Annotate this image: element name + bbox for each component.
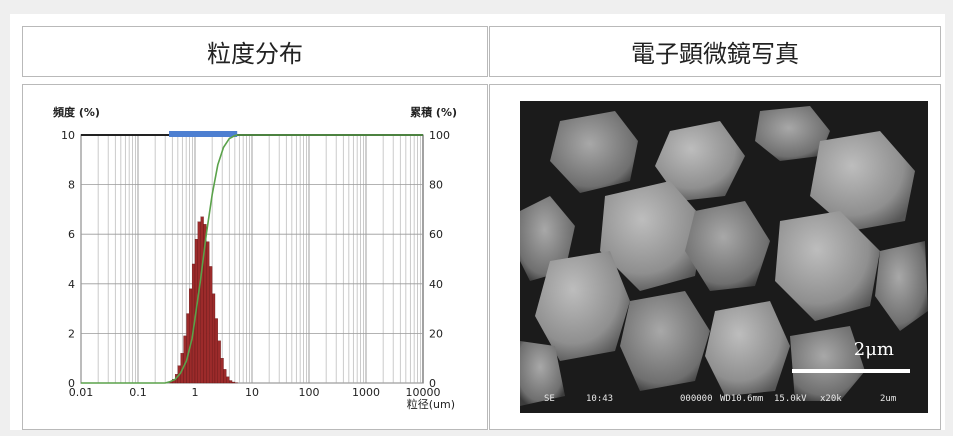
sem-photo: 2μm SE 10:43 000000 WD10.6mm 15.0kV x20k…: [520, 101, 928, 413]
y-left-tick-label: 4: [68, 278, 75, 291]
histogram-bar: [229, 380, 233, 384]
histogram-bar: [231, 381, 236, 384]
histogram-bar: [223, 369, 227, 384]
right-panel-header: 電子顕微鏡写真: [489, 26, 941, 77]
sem-info-bar: SE 10:43 000000 WD10.6mm 15.0kV x20k 2um: [520, 385, 928, 413]
histogram-bar: [189, 288, 193, 384]
sem-mode: SE: [544, 394, 555, 404]
y-left-axis-label: 頻度 (%): [53, 105, 100, 119]
scale-label: 2μm: [853, 339, 894, 360]
y-left-tick-label: 8: [68, 179, 75, 192]
x-axis-label: 粒径(um): [407, 397, 455, 411]
y-right-axis-label: 累積 (%): [410, 105, 457, 119]
y-right-tick-label: 80: [429, 179, 443, 192]
sem-photo-panel: 2μm SE 10:43 000000 WD10.6mm 15.0kV x20k…: [489, 84, 941, 430]
x-tick-label: 10000: [406, 386, 441, 399]
sem-scale: 2um: [880, 394, 897, 404]
sem-wd: WD10.6mm: [720, 394, 764, 404]
y-right-tick-label: 40: [429, 278, 443, 291]
page-frame: 粒度分布 電子顕微鏡写真 0.01 0.1 1 10 100 1000 10000 0 2 4 6 8…: [10, 14, 945, 430]
scale-bar: [792, 369, 910, 373]
histogram-bar: [183, 335, 187, 384]
size-range-bar: [169, 131, 238, 137]
x-tick-label: 0.1: [129, 386, 147, 399]
histogram-bar: [206, 241, 210, 384]
y-right-tick-label: 0: [429, 377, 436, 390]
particle-size-chart-panel: 0.01 0.1 1 10 100 1000 10000 0 2 4 6 8 10 0 20 40 60 80 10…: [22, 84, 488, 430]
sem-time: 10:43: [586, 394, 614, 404]
right-panel-title: 電子顕微鏡写真: [631, 40, 799, 68]
x-tick-label: 1: [192, 386, 199, 399]
sem-kv: 15.0kV: [774, 394, 807, 404]
histogram-bar: [200, 216, 204, 384]
y-right-tick-label: 60: [429, 228, 443, 241]
sem-image: [520, 106, 928, 406]
x-tick-label: 0.01: [69, 386, 94, 399]
histogram-bar: [226, 376, 230, 384]
sem-id: 000000: [680, 394, 713, 404]
histogram-bar: [212, 293, 216, 384]
x-tick-label: 10: [245, 386, 259, 399]
y-right-tick-label: 20: [429, 327, 443, 340]
y-left-tick-label: 2: [68, 327, 75, 340]
left-panel-header: 粒度分布: [22, 26, 488, 77]
y-left-tick-label: 0: [68, 377, 75, 390]
left-panel-title: 粒度分布: [207, 40, 303, 68]
particle-size-chart: 0.01 0.1 1 10 100 1000 10000024681002040608010…: [53, 105, 457, 411]
x-tick-label: 1000: [352, 386, 380, 399]
sem-particles: [520, 106, 928, 406]
histogram-bar: [197, 221, 201, 384]
histogram-bar: [217, 340, 221, 384]
histogram-bar: [209, 266, 213, 384]
histogram-bar: [214, 318, 218, 384]
y-left-tick-label: 10: [61, 129, 75, 142]
y-left-tick-label: 6: [68, 228, 75, 241]
y-right-tick-label: 100: [429, 129, 450, 142]
cumulative-curve: [81, 134, 423, 384]
x-tick-label: 100: [299, 386, 320, 399]
histogram-bar: [220, 358, 224, 384]
sem-mag: x20k: [820, 394, 842, 404]
